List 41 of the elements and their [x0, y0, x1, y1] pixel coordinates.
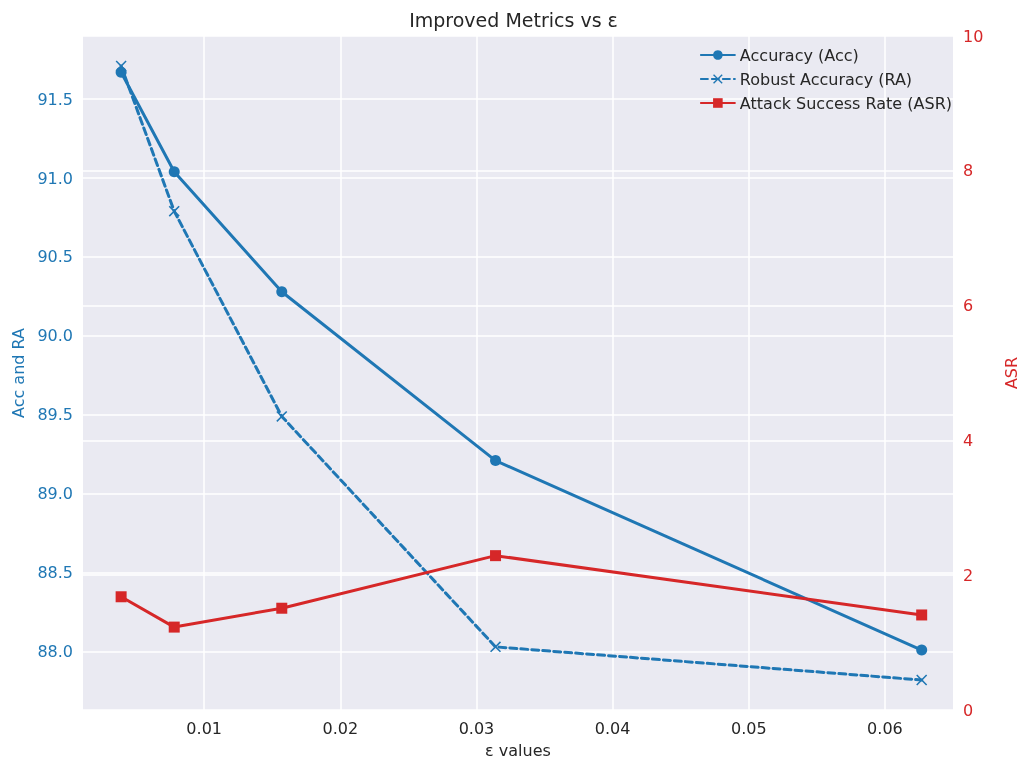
y-tick-label: 90.0 [37, 326, 73, 346]
x-axis-title: ε values [485, 740, 551, 760]
x-tick-label: 0.02 [322, 718, 359, 738]
y-tick-label: 88.5 [37, 563, 73, 583]
point [916, 609, 928, 621]
point [916, 674, 928, 686]
y2-tick-label: 2 [963, 565, 974, 585]
x-tick-label: 0.05 [730, 718, 767, 738]
point [490, 641, 502, 653]
point [490, 550, 502, 562]
legend-label: Robust Accuracy (RA) [739, 69, 913, 89]
point [276, 286, 288, 298]
y2-tick-label: 10 [963, 26, 984, 46]
y-tick-label: 90.5 [37, 247, 73, 267]
y2-axis-title: ASR [1001, 356, 1021, 390]
y-tick-label: 91.5 [37, 89, 73, 109]
point [115, 60, 127, 72]
point [168, 205, 180, 217]
y2-tick-label: 0 [963, 700, 974, 720]
y2-tick-label: 8 [963, 161, 974, 181]
x-tick-label: 0.03 [458, 718, 495, 738]
point [276, 602, 288, 614]
x-tick-label: 0.04 [594, 718, 631, 738]
y-axis-title: Acc and RA [8, 327, 28, 418]
y2-tick-label: 4 [963, 430, 974, 450]
point [168, 166, 180, 178]
y-tick-label: 89.5 [37, 405, 73, 425]
point [168, 621, 180, 633]
legend-label: Attack Success Rate (ASR) [739, 93, 953, 113]
y-tick-label: 88.0 [37, 642, 73, 662]
x-tick-label: 0.01 [186, 718, 222, 738]
point [115, 591, 127, 603]
y2-tick-label: 6 [963, 296, 974, 316]
point [276, 410, 288, 422]
x-tick-label: 0.06 [867, 718, 903, 738]
point [916, 644, 928, 656]
legend-label: Accuracy (Acc) [739, 45, 859, 65]
y-tick-label: 89.0 [37, 484, 73, 504]
point [490, 455, 502, 467]
chart-title: Improved Metrics vs ε [409, 8, 618, 31]
y-tick-label: 91.0 [37, 168, 73, 188]
